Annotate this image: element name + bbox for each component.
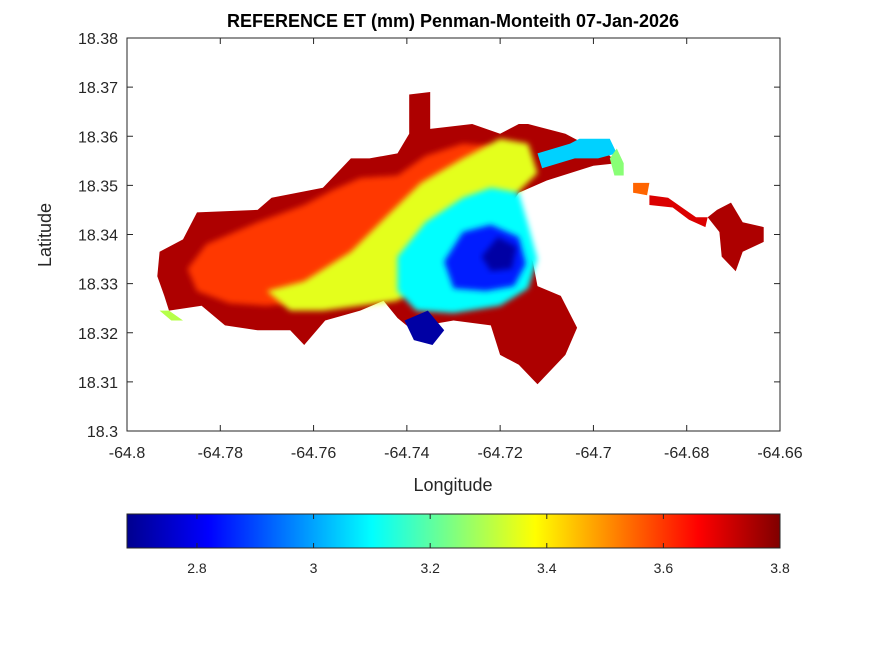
x-tick-label: -64.8: [109, 445, 146, 462]
region-east-island-high: [707, 202, 764, 272]
x-tick-label: -64.78: [198, 445, 243, 462]
x-tick-label: -64.76: [291, 445, 336, 462]
chart-title: REFERENCE ET (mm) Penman-Monteith 07-Jan…: [227, 11, 679, 31]
y-tick-label: 18.36: [78, 129, 118, 146]
y-tick-label: 18.34: [78, 228, 118, 245]
region-east-green-arm: [609, 148, 624, 176]
x-tick-label: -64.68: [664, 445, 709, 462]
region-east-orange-speck: [633, 182, 650, 196]
map-regions: [157, 92, 764, 385]
y-tick-label: 18.37: [78, 80, 118, 97]
colorbar-tick-label: 3.4: [537, 560, 557, 576]
colorbar: [126, 513, 781, 549]
colorbar-ticks: 2.8 3 3.2 3.4 3.6 3.8: [187, 514, 790, 576]
y-axis-ticks: 18.3 18.31 18.32 18.33 18.34 18.35 18.36 18.37 1…: [78, 31, 780, 441]
y-tick-label: 18.3: [87, 424, 118, 441]
x-tick-label: -64.72: [477, 445, 522, 462]
y-tick-label: 18.33: [78, 277, 118, 294]
colorbar-tick-label: 3.8: [770, 560, 790, 576]
colorbar-tick-label: 3.6: [654, 560, 674, 576]
x-axis-ticks: -64.8 -64.78 -64.76 -64.74 -64.72 -64.7 -64.68…: [109, 38, 803, 462]
x-tick-label: -64.74: [384, 445, 429, 462]
colorbar-tick-label: 2.8: [187, 560, 207, 576]
y-tick-label: 18.31: [78, 375, 118, 392]
y-axis-label: Latitude: [35, 203, 55, 267]
region-west-green-tail: [159, 310, 183, 321]
region-central-yellow-green: [266, 138, 538, 311]
x-tick-label: -64.7: [575, 445, 612, 462]
y-tick-label: 18.38: [78, 31, 118, 48]
y-tick-label: 18.32: [78, 326, 118, 343]
x-axis-label: Longitude: [413, 475, 492, 495]
region-east-cyan-strip: [537, 138, 617, 169]
y-tick-label: 18.35: [78, 178, 118, 195]
colorbar-tick-label: 3: [310, 560, 318, 576]
colorbar-tick-label: 3.2: [420, 560, 440, 576]
region-south-darkblue: [404, 310, 445, 345]
x-tick-label: -64.66: [757, 445, 802, 462]
region-central-darkblue: [481, 237, 517, 272]
region-east-causeway: [649, 195, 708, 228]
